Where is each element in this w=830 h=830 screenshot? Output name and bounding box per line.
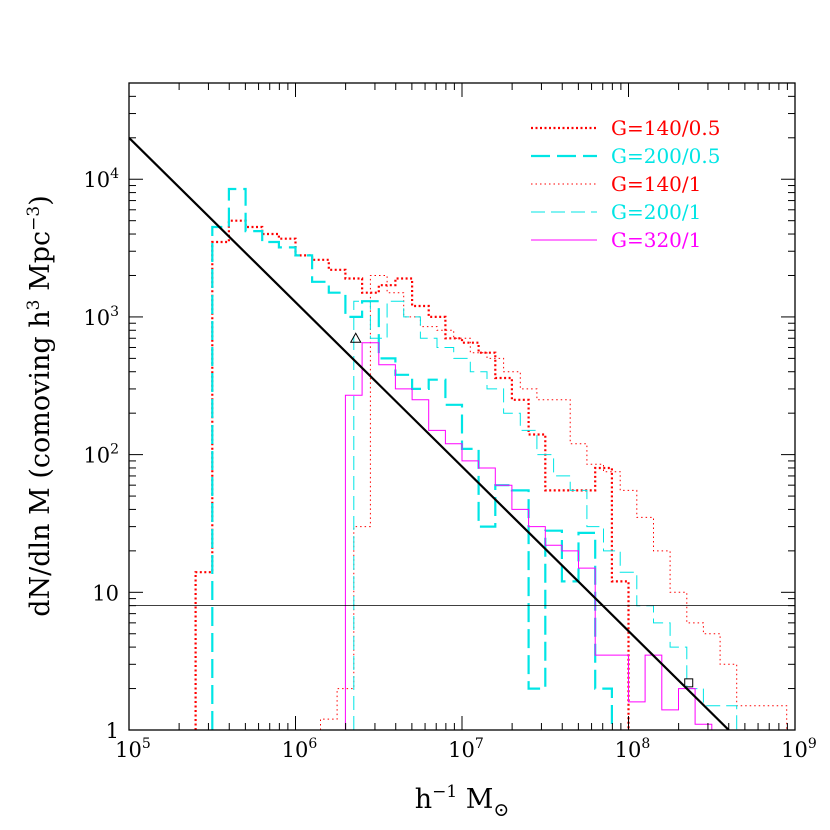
legend-label-4: G=200/1: [611, 200, 701, 224]
series-5-histogram: [344, 342, 713, 730]
series-2-histogram: [211, 187, 613, 730]
series-3-histogram: [320, 275, 788, 730]
plot-frame: [128, 82, 796, 731]
power-law-line: [129, 137, 730, 730]
series-layer: [194, 187, 788, 730]
y-tick-label: 103: [83, 304, 119, 330]
y-axis-label: dN/dln M (comoving h3 Mpc−3): [24, 195, 56, 617]
x-tick-label: 107: [448, 736, 484, 762]
square-marker: [684, 678, 694, 688]
legend-label-5: G=320/1: [611, 228, 701, 252]
y-tick-label: 1: [106, 719, 119, 743]
x-tick-label: 105: [115, 736, 151, 762]
legend-label-3: G=140/1: [611, 172, 701, 196]
x-tick-label: 106: [282, 736, 318, 762]
legend-label-1: G=140/0.5: [611, 116, 720, 140]
y-tick-label: 102: [83, 442, 119, 468]
legend: G=140/0.5 G=200/0.5 G=140/1 G=200/1 G=320/1: [531, 116, 720, 252]
triangle-marker: [349, 332, 362, 343]
series-1-histogram: [194, 219, 630, 730]
y-tick-label: 104: [83, 166, 119, 192]
legend-label-2: G=200/0.5: [611, 144, 720, 168]
power-law-layer: [129, 137, 795, 730]
y-tick-label: 10: [92, 581, 119, 605]
x-tick-label: 109: [781, 736, 817, 762]
x-tick-label: 108: [615, 736, 651, 762]
tick-layer: [128, 82, 795, 731]
series-4-histogram: [353, 300, 738, 730]
x-axis-label: h−1 M⊙: [415, 782, 510, 821]
